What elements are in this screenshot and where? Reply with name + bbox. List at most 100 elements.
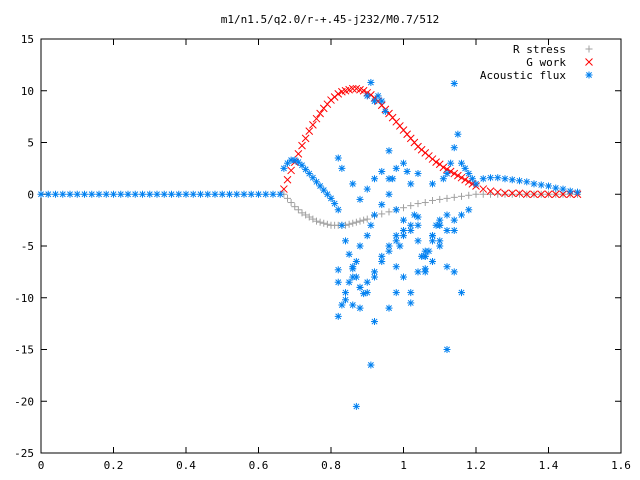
point-acoustic-flux bbox=[494, 174, 502, 182]
point-acoustic-flux bbox=[182, 190, 190, 198]
point-acoustic-flux bbox=[378, 252, 386, 260]
point-acoustic-flux bbox=[450, 268, 458, 276]
y-tick-label: 10 bbox=[21, 85, 34, 98]
point-acoustic-flux bbox=[291, 156, 299, 164]
point-acoustic-flux bbox=[385, 175, 393, 183]
point-acoustic-flux bbox=[168, 190, 175, 198]
point-acoustic-flux bbox=[189, 190, 197, 198]
point-acoustic-flux bbox=[349, 273, 357, 281]
point-acoustic-flux bbox=[334, 278, 342, 286]
point-acoustic-flux bbox=[52, 190, 59, 198]
point-acoustic-flux bbox=[436, 242, 444, 250]
point-acoustic-flux bbox=[392, 263, 400, 271]
point-acoustic-flux bbox=[436, 237, 444, 245]
point-r-stress bbox=[298, 209, 306, 217]
point-acoustic-flux bbox=[349, 180, 357, 188]
point-acoustic-flux bbox=[378, 201, 386, 209]
point-acoustic-flux bbox=[450, 144, 458, 152]
point-acoustic-flux bbox=[458, 159, 465, 167]
point-acoustic-flux bbox=[443, 263, 451, 271]
point-acoustic-flux bbox=[400, 232, 407, 240]
point-acoustic-flux bbox=[117, 190, 125, 198]
point-acoustic-flux bbox=[385, 304, 393, 312]
point-acoustic-flux bbox=[44, 190, 52, 198]
point-acoustic-flux bbox=[407, 226, 415, 234]
legend-label-r-stress: R stress bbox=[513, 43, 566, 56]
point-acoustic-flux bbox=[160, 190, 168, 198]
point-acoustic-flux bbox=[139, 190, 146, 198]
y-tick-label: 5 bbox=[27, 137, 34, 150]
point-acoustic-flux bbox=[436, 221, 444, 229]
point-acoustic-flux bbox=[371, 175, 378, 183]
point-r-stress bbox=[450, 193, 458, 201]
legend-marker-r-stress bbox=[585, 45, 593, 53]
point-acoustic-flux bbox=[356, 242, 364, 250]
point-g-work bbox=[359, 86, 368, 95]
point-g-work bbox=[493, 188, 502, 197]
point-acoustic-flux bbox=[443, 346, 451, 353]
point-acoustic-flux bbox=[461, 164, 469, 172]
point-acoustic-flux bbox=[407, 289, 415, 297]
point-acoustic-flux bbox=[508, 176, 516, 184]
point-acoustic-flux bbox=[367, 361, 375, 369]
point-acoustic-flux bbox=[305, 170, 313, 178]
point-acoustic-flux bbox=[175, 190, 183, 198]
point-acoustic-flux bbox=[363, 278, 371, 286]
x-tick-label: 0.2 bbox=[104, 459, 124, 472]
point-acoustic-flux bbox=[334, 206, 342, 214]
point-acoustic-flux bbox=[88, 190, 96, 198]
point-acoustic-flux bbox=[349, 263, 357, 271]
point-acoustic-flux bbox=[345, 250, 353, 258]
point-r-stress bbox=[291, 203, 299, 211]
point-r-stress bbox=[302, 211, 310, 219]
point-acoustic-flux bbox=[450, 80, 458, 88]
point-r-stress bbox=[421, 199, 429, 207]
point-acoustic-flux bbox=[371, 273, 378, 281]
point-g-work bbox=[457, 173, 466, 182]
point-r-stress bbox=[400, 204, 407, 212]
point-g-work bbox=[309, 121, 317, 129]
point-acoustic-flux bbox=[59, 190, 67, 198]
point-acoustic-flux bbox=[450, 216, 458, 224]
point-acoustic-flux bbox=[371, 211, 378, 219]
point-acoustic-flux bbox=[334, 154, 342, 162]
point-r-stress bbox=[323, 220, 331, 228]
point-acoustic-flux bbox=[392, 232, 400, 240]
point-g-work bbox=[537, 190, 546, 199]
point-acoustic-flux bbox=[414, 213, 422, 221]
point-acoustic-flux bbox=[211, 190, 219, 198]
point-r-stress bbox=[356, 217, 364, 225]
point-acoustic-flux bbox=[276, 190, 284, 198]
point-g-work bbox=[508, 189, 517, 198]
point-acoustic-flux bbox=[392, 237, 400, 245]
point-acoustic-flux bbox=[37, 190, 45, 198]
point-acoustic-flux bbox=[458, 211, 465, 219]
point-g-work bbox=[515, 189, 524, 198]
point-r-stress bbox=[294, 206, 302, 214]
x-tick-label: 1.6 bbox=[611, 459, 631, 472]
point-acoustic-flux bbox=[124, 190, 132, 198]
point-acoustic-flux bbox=[400, 216, 407, 224]
x-tick-label: 1 bbox=[400, 459, 407, 472]
point-r-stress bbox=[363, 215, 371, 223]
point-acoustic-flux bbox=[439, 175, 447, 183]
point-acoustic-flux bbox=[407, 299, 415, 307]
legend-label-g-work: G work bbox=[526, 56, 566, 69]
point-g-work bbox=[348, 84, 357, 93]
point-acoustic-flux bbox=[262, 190, 270, 198]
point-g-work bbox=[287, 166, 295, 175]
point-acoustic-flux bbox=[338, 221, 346, 229]
point-g-work bbox=[461, 175, 469, 184]
point-g-work bbox=[530, 190, 538, 199]
point-acoustic-flux bbox=[371, 318, 378, 326]
point-r-stress bbox=[378, 210, 386, 218]
point-acoustic-flux bbox=[342, 296, 349, 304]
point-acoustic-flux bbox=[450, 226, 458, 234]
point-acoustic-flux bbox=[552, 184, 560, 192]
point-acoustic-flux bbox=[443, 170, 451, 178]
legend-marker-acoustic-flux bbox=[585, 71, 593, 79]
point-r-stress bbox=[407, 202, 415, 210]
point-r-stress bbox=[320, 219, 328, 227]
point-g-work bbox=[522, 190, 531, 199]
